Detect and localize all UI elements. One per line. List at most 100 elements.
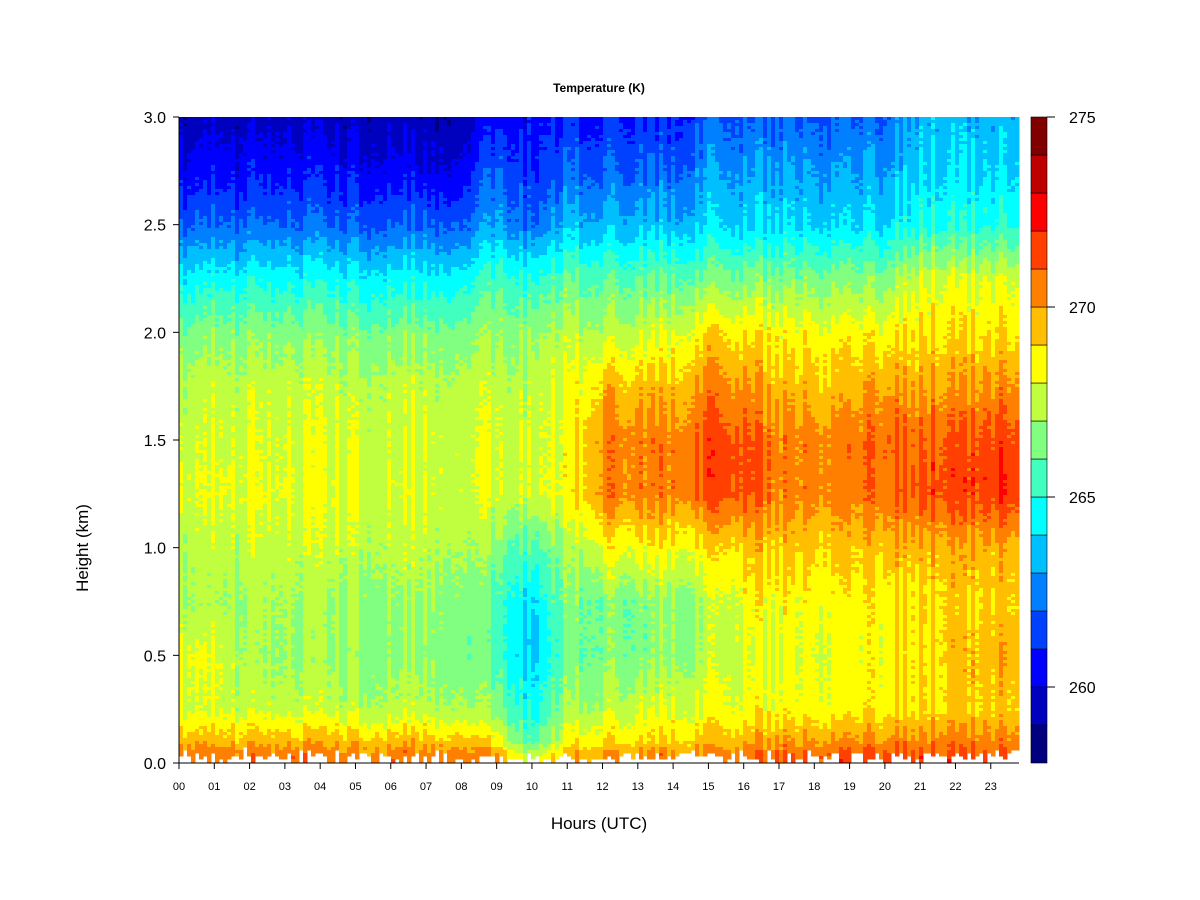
heatmap-cell [263, 117, 268, 139]
heatmap-cell [687, 216, 692, 238]
heatmap-cell [279, 294, 284, 325]
heatmap-cell [267, 525, 272, 532]
heatmap-cell [227, 228, 232, 244]
heatmap-cell [691, 216, 696, 244]
heatmap-cell [539, 405, 544, 409]
heatmap-cell [415, 363, 420, 370]
heatmap-cell [527, 294, 532, 298]
heatmap-cell [271, 681, 276, 688]
heatmap-cell [303, 255, 308, 274]
heatmap-cell [219, 663, 224, 670]
heatmap-cell [583, 615, 588, 619]
heatmap-cell [683, 714, 688, 718]
heatmap-cell [323, 432, 328, 436]
heatmap-cell [355, 525, 360, 529]
heatmap-cell [231, 702, 236, 709]
heatmap-cell [323, 525, 328, 529]
heatmap-cell [519, 525, 524, 529]
heatmap-cell [499, 204, 504, 208]
heatmap-cell [179, 633, 184, 727]
heatmap-cell [667, 720, 672, 745]
heatmap-cell [667, 348, 672, 352]
heatmap-cell [687, 408, 692, 412]
heatmap-cell [627, 264, 632, 268]
heatmap-cell [479, 507, 484, 514]
heatmap-cell [219, 243, 224, 247]
heatmap-cell [467, 222, 472, 229]
heatmap-cell [399, 696, 404, 721]
heatmap-cell [195, 705, 200, 730]
heatmap-cell [611, 468, 616, 484]
heatmap-cell [347, 288, 352, 292]
heatmap-cell [319, 549, 324, 553]
heatmap-cell [539, 270, 544, 274]
heatmap-cell [651, 327, 656, 331]
heatmap-cell [279, 615, 284, 619]
heatmap-cell [595, 495, 600, 520]
heatmap-cell [223, 717, 228, 721]
heatmap-cell [583, 501, 588, 529]
heatmap-cell [303, 120, 308, 124]
heatmap-cell [211, 126, 216, 166]
heatmap-cell [575, 246, 580, 268]
heatmap-cell [547, 669, 552, 673]
heatmap-cell [563, 468, 568, 475]
heatmap-cell [191, 228, 196, 232]
heatmap-cell [323, 624, 328, 628]
heatmap-cell [199, 726, 204, 730]
heatmap-cell [227, 375, 232, 466]
heatmap-cell [667, 744, 672, 757]
heatmap-cell [655, 348, 660, 382]
heatmap-cell [631, 600, 636, 604]
heatmap-cell [563, 147, 568, 187]
heatmap-cell [659, 351, 664, 358]
heatmap-cell [643, 726, 648, 745]
heatmap-cell [259, 267, 264, 280]
heatmap-cell [339, 573, 344, 580]
heatmap-cell [215, 357, 220, 361]
heatmap-cell [471, 750, 476, 754]
heatmap-cell [267, 126, 272, 130]
heatmap-cell [611, 726, 616, 730]
heatmap-cell [291, 669, 296, 676]
heatmap-cell [331, 267, 336, 292]
heatmap-cell [611, 153, 616, 157]
heatmap-cell [631, 618, 636, 631]
heatmap-cell [539, 123, 544, 127]
heatmap-cell [683, 711, 688, 715]
heatmap-cell [307, 120, 312, 157]
heatmap-cell [447, 276, 452, 304]
heatmap-cell [379, 303, 384, 328]
heatmap-cell [463, 543, 468, 559]
heatmap-cell [451, 693, 456, 700]
heatmap-cell [435, 297, 440, 334]
heatmap-cell [243, 735, 248, 748]
heatmap-cell [459, 156, 464, 160]
heatmap-cell [475, 351, 480, 409]
heatmap-cell [531, 243, 536, 247]
heatmap-cell [255, 339, 260, 343]
heatmap-cell [187, 651, 192, 655]
heatmap-cell [323, 747, 328, 757]
heatmap-cell [219, 678, 224, 685]
heatmap-cell [627, 744, 632, 754]
heatmap-cell [415, 720, 420, 733]
heatmap-cell [643, 318, 648, 322]
heatmap-cell [439, 264, 444, 292]
heatmap-cell [455, 456, 460, 553]
heatmap-cell [355, 534, 360, 544]
heatmap-cell [279, 489, 284, 499]
heatmap-cell [183, 738, 188, 751]
heatmap-cell [207, 297, 212, 316]
heatmap-cell [539, 429, 544, 433]
heatmap-cell [247, 168, 252, 172]
heatmap-cell [479, 327, 484, 334]
heatmap-cell [403, 390, 408, 394]
heatmap-cell [287, 117, 292, 121]
heatmap-cell [367, 336, 372, 340]
heatmap-cell [631, 525, 636, 550]
heatmap-cell [311, 522, 316, 526]
heatmap-cell [335, 546, 340, 550]
heatmap-cell [611, 630, 616, 634]
heatmap-cell [679, 246, 684, 265]
